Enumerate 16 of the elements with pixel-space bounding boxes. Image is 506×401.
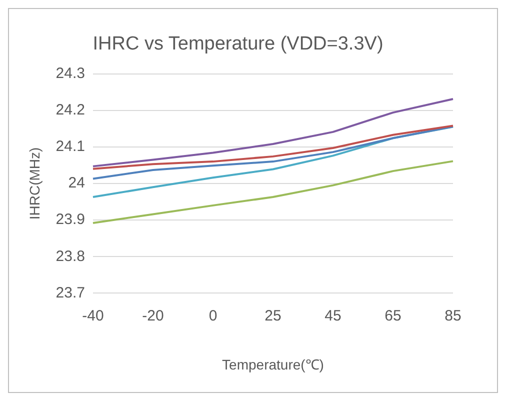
y-tick-label: 24.2 <box>56 102 85 119</box>
x-tick-label: 45 <box>324 307 342 324</box>
y-tick-label: 24.3 <box>56 64 85 82</box>
x-tick-label: 25 <box>264 307 282 324</box>
x-tick-label: 0 <box>208 307 218 324</box>
x-tick-label: 85 <box>444 307 462 324</box>
y-tick-label: 23.9 <box>56 211 85 228</box>
x-tick-label: 65 <box>384 307 402 324</box>
x-tick-label: -20 <box>142 307 164 324</box>
y-tick-label: 24 <box>68 174 85 192</box>
y-tick-label: 23.8 <box>56 248 85 265</box>
y-tick-label: 24.1 <box>56 138 85 156</box>
y-tick-label: 23.7 <box>56 284 85 302</box>
y-axis-title: IHRC(MHz) <box>26 147 42 220</box>
x-tick-label: -40 <box>82 307 104 324</box>
chart-title: IHRC vs Temperature (VDD=3.3V) <box>92 34 384 55</box>
